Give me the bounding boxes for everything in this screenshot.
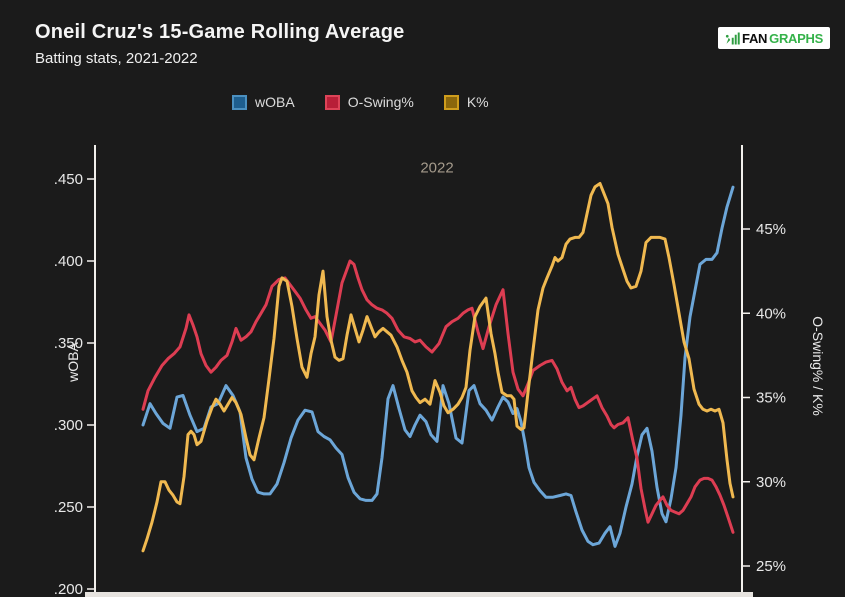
right-axis-tick-label: 45% xyxy=(756,221,786,238)
series-line-woba xyxy=(141,185,735,548)
legend-label: wOBA xyxy=(255,94,295,110)
legend: wOBA O-Swing% K% xyxy=(232,94,489,110)
right-axis-tick-label: 35% xyxy=(756,390,786,407)
legend-item-o-swing-: O-Swing% xyxy=(324,94,414,110)
season-label: 2022 xyxy=(420,159,454,177)
left-axis-tick-label: .200 xyxy=(54,581,83,597)
left-axis-tick-label: .450 xyxy=(54,171,83,188)
left-axis-tick-label: .300 xyxy=(54,417,83,434)
legend-label: K% xyxy=(466,94,489,110)
legend-label: O-Swing% xyxy=(347,94,414,110)
series-line-k- xyxy=(141,182,735,553)
right-axis-tick-label: 25% xyxy=(756,558,786,575)
bottom-axis-band xyxy=(85,592,753,597)
legend-item-woba: wOBA xyxy=(232,94,295,110)
fangraphs-batter-bars-icon xyxy=(725,32,740,44)
legend-item-k-: K% xyxy=(443,94,489,110)
left-axis-tick-label: .350 xyxy=(54,335,83,352)
series-line-o-swing- xyxy=(141,259,735,534)
page-title: Oneil Cruz's 15-Game Rolling Average xyxy=(35,21,405,43)
left-axis-tick-label: .250 xyxy=(54,499,83,516)
legend-swatch xyxy=(232,94,247,110)
chart-subtitle: Batting stats, 2021-2022 xyxy=(35,50,198,67)
logo-text-graphs: GRAPHS xyxy=(769,30,823,46)
left-axis-tick-label: .400 xyxy=(54,253,83,270)
legend-swatch xyxy=(443,94,459,110)
legend-swatch xyxy=(324,94,340,110)
logo-text-fan: FAN xyxy=(742,30,768,46)
right-axis-tick-label: 30% xyxy=(756,474,786,491)
right-axis-tick-label: 40% xyxy=(756,305,786,322)
fangraphs-logo: FAN GRAPHS xyxy=(718,27,830,49)
